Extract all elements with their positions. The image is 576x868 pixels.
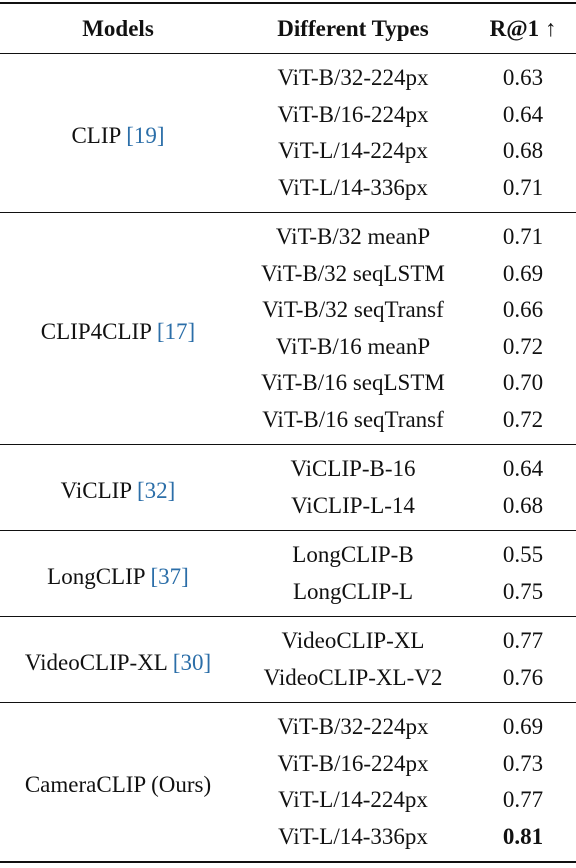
model-group: CLIP4CLIP [17] ViT-B/32 meanP 0.71 ViT-B/32… bbox=[0, 213, 576, 445]
model-group: CLIP [19] ViT-B/32-224px 0.63 ViT-B/16-224p… bbox=[0, 54, 576, 213]
table-row: ViT-L/14-224px 0.77 bbox=[0, 782, 576, 819]
header-row: Models Different Types R@1 ↑ bbox=[0, 2, 576, 54]
table-header: Models Different Types R@1 ↑ bbox=[0, 2, 576, 54]
r1-cell: 0.64 bbox=[502, 456, 544, 482]
type-cell: ViT-B/16 seqLSTM bbox=[261, 370, 445, 396]
r1-cell: 0.69 bbox=[502, 714, 544, 740]
citation-link[interactable]: [19] bbox=[126, 123, 165, 148]
table-row: ViCLIP [32] ViCLIP-B-16 0.64 bbox=[0, 445, 576, 502]
header-models: Models bbox=[0, 2, 236, 54]
citation-number: 32 bbox=[144, 477, 168, 503]
type-cell: LongCLIP-L bbox=[292, 578, 414, 604]
table-row: VideoCLIP-XL [30] VideoCLIP-XL 0.77 bbox=[0, 617, 576, 674]
table-row: ViT-L/14-336px 0.81 bbox=[0, 819, 576, 863]
r1-cell: 0.77 bbox=[502, 787, 544, 813]
model-cell: ViCLIP [32] bbox=[0, 445, 236, 531]
table-row: CameraCLIP (Ours) ViT-B/32-224px 0.69 bbox=[0, 703, 576, 797]
citation-number: 30 bbox=[180, 649, 204, 675]
r1-cell: 0.73 bbox=[502, 750, 544, 776]
model-group: ViCLIP [32] ViCLIP-B-16 0.64 ViCLIP-L-14 0.6… bbox=[0, 445, 576, 531]
model-group: LongCLIP [37] LongCLIP-B 0.55 LongCLIP-L 0.7… bbox=[0, 531, 576, 617]
table-row: LongCLIP [37] LongCLIP-B 0.55 bbox=[0, 531, 576, 588]
r1-cell: 0.76 bbox=[502, 664, 544, 690]
model-name: LongCLIP bbox=[47, 563, 145, 589]
r1-cell: 0.75 bbox=[502, 578, 544, 604]
r1-cell: 0.55 bbox=[502, 542, 544, 568]
type-cell: ViT-B/16-224px bbox=[277, 750, 429, 776]
model-name: CLIP bbox=[71, 123, 121, 148]
type-cell: ViT-L/14-336px bbox=[278, 823, 428, 849]
r1-cell: 0.69 bbox=[502, 260, 544, 286]
type-cell: VideoCLIP-XL-V2 bbox=[263, 664, 443, 690]
table-row: CLIP4CLIP [17] ViT-B/32 meanP 0.71 bbox=[0, 213, 576, 343]
header-types: Different Types bbox=[236, 2, 470, 54]
table-row: ViT-B/16 meanP 0.72 bbox=[0, 329, 576, 366]
model-group: CameraCLIP (Ours) ViT-B/32-224px 0.69 ViT-B… bbox=[0, 703, 576, 863]
citation-number: 19 bbox=[133, 123, 157, 148]
r1-cell: 0.66 bbox=[502, 297, 544, 323]
citation-link[interactable]: [37] bbox=[150, 563, 189, 589]
model-group: VideoCLIP-XL [30] VideoCLIP-XL 0.77 VideoCL… bbox=[0, 617, 576, 703]
citation-link[interactable]: [17] bbox=[156, 318, 196, 344]
table-row: ViT-B/32 seqLSTM 0.69 bbox=[0, 256, 576, 293]
type-cell: ViT-B/16-224px bbox=[277, 101, 429, 127]
type-cell: ViT-B/32-224px bbox=[277, 714, 429, 740]
r1-cell: 0.63 bbox=[502, 65, 544, 91]
citation-number: 17 bbox=[164, 318, 188, 344]
r1-cell: 0.71 bbox=[502, 224, 544, 250]
model-name: VideoCLIP-XL bbox=[24, 649, 168, 675]
type-cell: ViT-B/16 seqTransf bbox=[262, 406, 444, 432]
r1-cell: 0.68 bbox=[502, 492, 544, 518]
type-cell: VideoCLIP-XL bbox=[281, 628, 425, 654]
table-row: ViT-L/14-224px 0.68 bbox=[0, 133, 576, 170]
table-row: ViT-B/16-224px 0.64 bbox=[0, 97, 576, 134]
type-cell: ViT-B/16 meanP bbox=[275, 333, 431, 359]
r1-cell: 0.71 bbox=[502, 174, 544, 200]
r1-cell: 0.64 bbox=[502, 101, 544, 127]
type-cell: ViT-B/32-224px bbox=[277, 65, 429, 91]
type-cell: ViT-B/32 meanP bbox=[275, 224, 431, 250]
model-name: ViCLIP bbox=[60, 477, 132, 503]
r1-cell: 0.72 bbox=[502, 333, 544, 359]
type-cell: ViT-B/32 seqTransf bbox=[262, 297, 444, 323]
table-row: ViT-L/14-336px 0.71 bbox=[0, 170, 576, 213]
table-row: ViT-B/16 seqLSTM 0.70 bbox=[0, 365, 576, 402]
citation-link[interactable]: [30] bbox=[172, 649, 212, 675]
table-row: ViT-B/16-224px 0.73 bbox=[0, 746, 576, 783]
r1-cell: 0.77 bbox=[502, 628, 544, 654]
model-name: CameraCLIP (Ours) bbox=[24, 772, 212, 797]
table-row: ViT-B/32 seqTransf 0.66 bbox=[0, 292, 576, 329]
citation-link[interactable]: [32] bbox=[137, 477, 176, 503]
model-name: CLIP4CLIP bbox=[40, 318, 152, 344]
type-cell: LongCLIP-B bbox=[292, 542, 414, 568]
table-row: LongCLIP-L 0.75 bbox=[0, 574, 576, 617]
type-cell: ViT-L/14-224px bbox=[278, 138, 428, 164]
type-cell: ViT-L/14-336px bbox=[278, 174, 428, 200]
model-cell: CameraCLIP (Ours) bbox=[0, 703, 236, 863]
table-row: ViT-B/16 seqTransf 0.72 bbox=[0, 402, 576, 445]
model-cell: VideoCLIP-XL [30] bbox=[0, 617, 236, 703]
r1-cell: 0.70 bbox=[502, 370, 544, 396]
table-row: ViCLIP-L-14 0.68 bbox=[0, 488, 576, 531]
model-cell: CLIP [19] bbox=[0, 54, 236, 213]
type-cell: ViT-B/32 seqLSTM bbox=[261, 260, 445, 286]
table-row: CLIP [19] ViT-B/32-224px 0.63 bbox=[0, 54, 576, 148]
r1-cell: 0.72 bbox=[502, 406, 544, 432]
citation-number: 37 bbox=[158, 563, 182, 589]
table-row: VideoCLIP-XL-V2 0.76 bbox=[0, 660, 576, 703]
type-cell: ViT-L/14-224px bbox=[278, 787, 428, 813]
r1-cell-best: 0.81 bbox=[502, 823, 544, 849]
model-cell: CLIP4CLIP [17] bbox=[0, 213, 236, 445]
type-cell: ViCLIP-B-16 bbox=[290, 456, 416, 482]
model-cell: LongCLIP [37] bbox=[0, 531, 236, 617]
header-r1: R@1 ↑ bbox=[470, 2, 576, 54]
type-cell: ViCLIP-L-14 bbox=[291, 492, 415, 518]
r1-cell: 0.68 bbox=[502, 138, 544, 164]
